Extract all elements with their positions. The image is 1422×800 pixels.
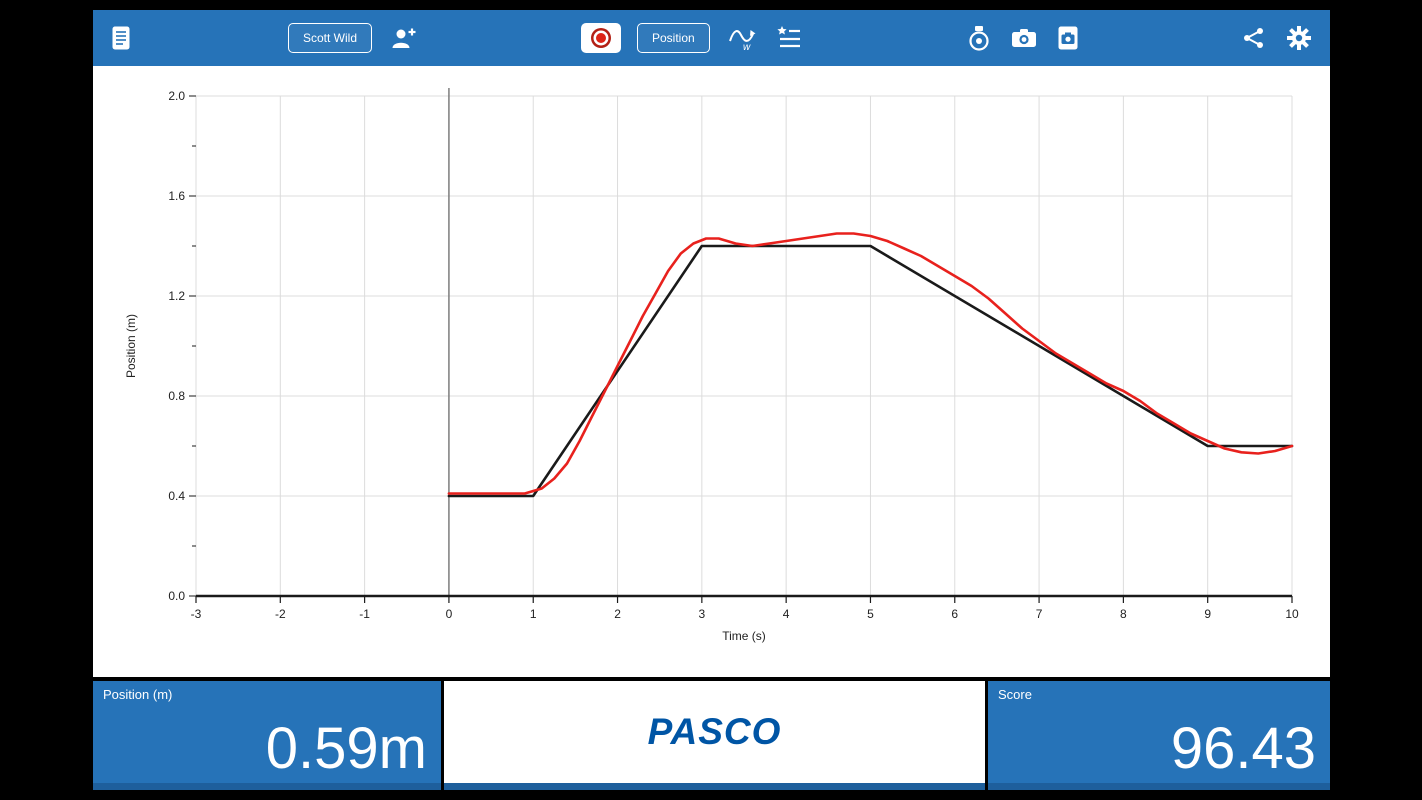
- svg-text:0.0: 0.0: [168, 589, 185, 603]
- toolbar-user-group: Scott Wild: [288, 10, 420, 66]
- toolbar-capture-group: [965, 10, 1081, 66]
- pasco-logo: PASCO: [647, 711, 782, 752]
- svg-text:2: 2: [614, 607, 621, 621]
- svg-text:7: 7: [1036, 607, 1043, 621]
- position-readout-panel: Position (m) 0.59m: [93, 681, 441, 790]
- score-readout-value: 96.43: [1170, 716, 1316, 782]
- svg-text:1: 1: [530, 607, 537, 621]
- toolbar: Scott Wild Position w: [93, 10, 1330, 66]
- svg-text:w: w: [743, 42, 751, 51]
- snapshot-icon[interactable]: [1055, 23, 1081, 53]
- add-user-icon[interactable]: [388, 24, 420, 52]
- svg-text:2.0: 2.0: [168, 89, 185, 103]
- toolbar-left-group: [109, 10, 133, 66]
- svg-text:-2: -2: [275, 607, 286, 621]
- svg-text:6: 6: [951, 607, 958, 621]
- mode-button[interactable]: Position: [637, 23, 710, 53]
- svg-text:5: 5: [867, 607, 874, 621]
- score-readout-panel: Score 96.43: [988, 681, 1330, 790]
- sensor-icon[interactable]: [965, 23, 993, 54]
- steps-list-icon[interactable]: [774, 23, 804, 53]
- position-readout-label: Position (m): [103, 687, 173, 702]
- user-button[interactable]: Scott Wild: [288, 23, 373, 53]
- record-button[interactable]: [581, 23, 621, 53]
- svg-text:9: 9: [1204, 607, 1211, 621]
- svg-text:8: 8: [1120, 607, 1127, 621]
- share-icon[interactable]: [1240, 24, 1268, 52]
- record-dot-icon: [596, 33, 606, 43]
- toolbar-center-group: Position w: [581, 10, 804, 66]
- svg-text:1.2: 1.2: [168, 289, 185, 303]
- svg-text:Position (m): Position (m): [124, 314, 138, 378]
- journal-icon[interactable]: [109, 23, 133, 53]
- svg-text:-3: -3: [191, 607, 202, 621]
- svg-text:0.8: 0.8: [168, 389, 185, 403]
- position-time-graph: -3 -2 -1 0 1 2 3 4 5 6 7 8 9 10 0.0 0.4 0.8 1.2 1.6 2.0 Posi…: [124, 88, 1299, 643]
- camera-icon[interactable]: [1009, 25, 1039, 51]
- graph-display: -3 -2 -1 0 1 2 3 4 5 6 7 8 9 10 0.0 0.4 0.8 1.2 1.6 2.0 Posi…: [93, 66, 1330, 677]
- app-window: Scott Wild Position w: [93, 10, 1330, 790]
- svg-text:10: 10: [1285, 607, 1299, 621]
- toolbar-right-group: [1240, 10, 1314, 66]
- score-readout-label: Score: [998, 687, 1032, 702]
- svg-text:1.6: 1.6: [168, 189, 185, 203]
- logo-panel: PASCO: [444, 681, 985, 790]
- svg-text:0.4: 0.4: [168, 489, 185, 503]
- svg-text:-1: -1: [359, 607, 370, 621]
- match-graph-icon[interactable]: w: [726, 23, 758, 53]
- divider: [93, 677, 1330, 681]
- svg-text:4: 4: [783, 607, 790, 621]
- svg-text:Time (s): Time (s): [722, 629, 766, 643]
- settings-gear-icon[interactable]: [1284, 23, 1314, 53]
- svg-text:3: 3: [699, 607, 706, 621]
- position-readout-value: 0.59m: [265, 716, 427, 782]
- bottom-readout-bar: Position (m) 0.59m PASCO Score 96.43: [93, 681, 1330, 790]
- svg-text:0: 0: [446, 607, 453, 621]
